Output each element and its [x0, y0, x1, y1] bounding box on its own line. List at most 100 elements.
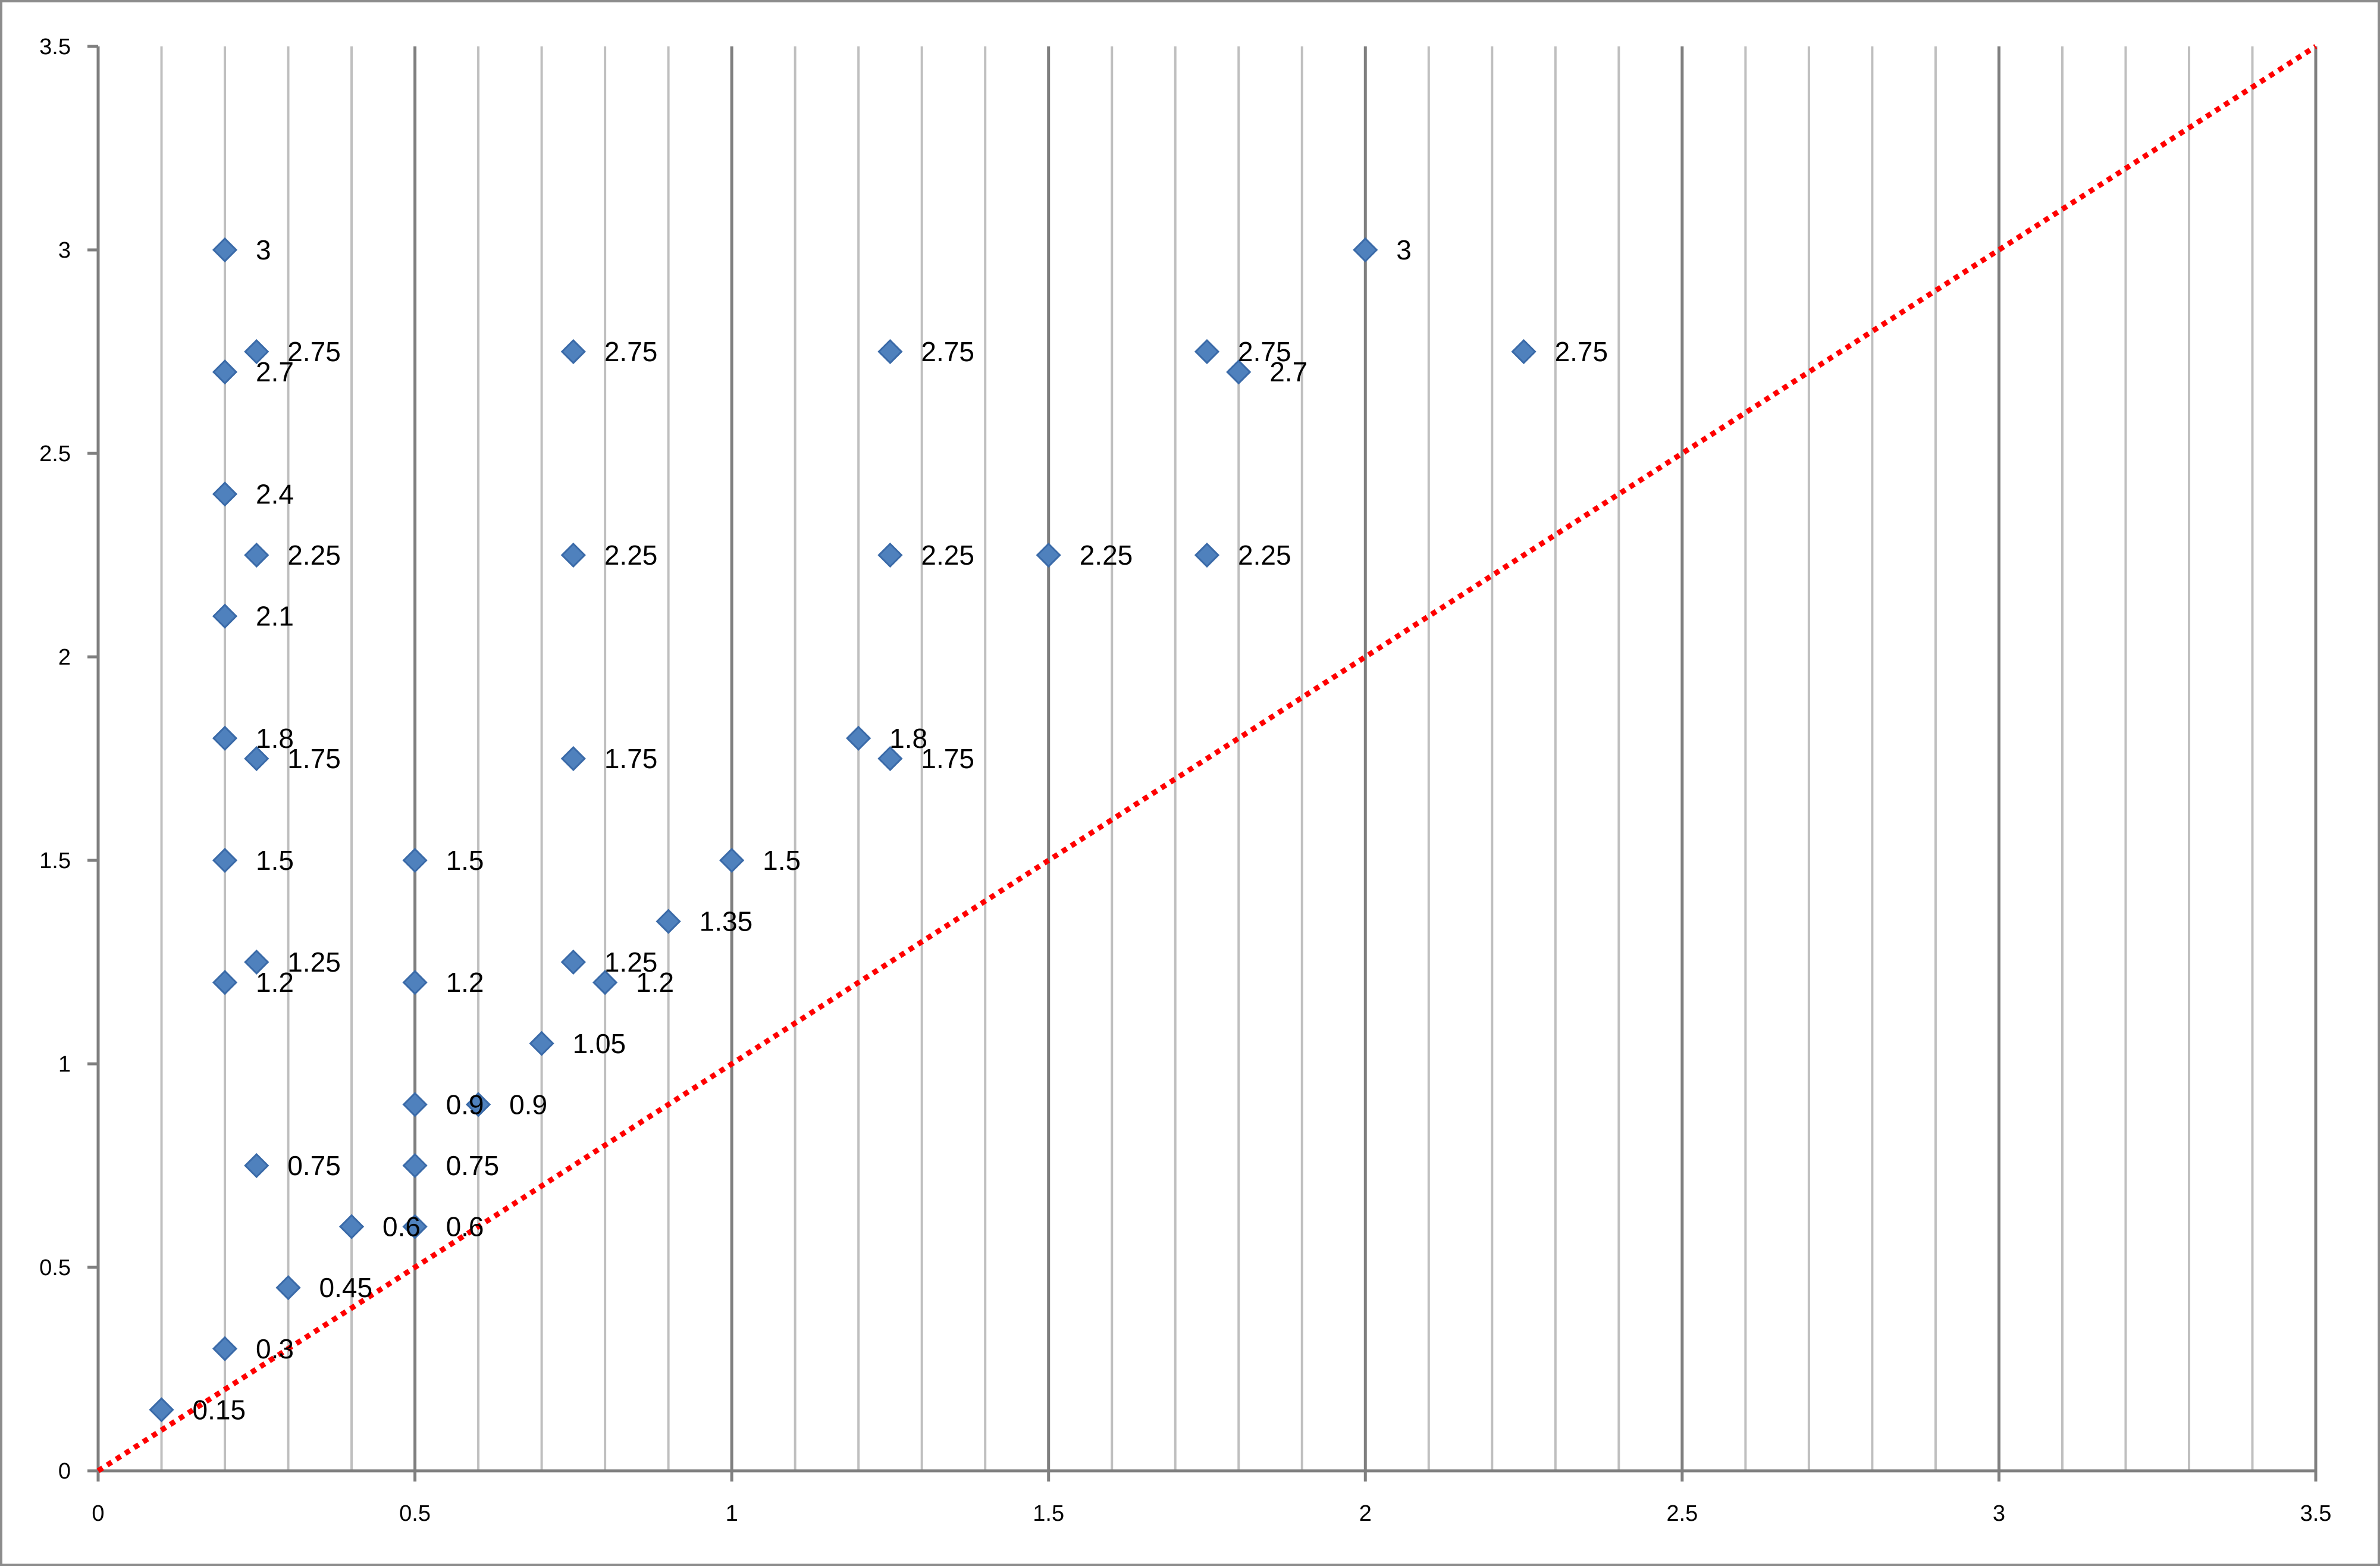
data-point-marker [212, 725, 238, 751]
x-tick-label: 3 [1993, 1501, 2005, 1526]
data-label: 1.25 [604, 947, 658, 978]
data-point-marker [877, 542, 903, 568]
x-tick-label: 1.5 [1033, 1501, 1064, 1526]
y-tick-label: 0.5 [39, 1255, 71, 1280]
data-label: 0.3 [256, 1333, 294, 1364]
data-label: 1.75 [287, 743, 341, 774]
data-point-marker [244, 746, 269, 772]
data-label: 1.5 [446, 845, 484, 876]
data-point-marker [529, 1031, 554, 1056]
data-point-marker [1036, 542, 1061, 568]
data-point-marker [212, 847, 238, 873]
data-labels: 0.150.30.450.6 0.60.75 0.750.9 0.91.051.2 1.… [193, 234, 1608, 1425]
data-point-marker [212, 359, 238, 385]
data-label: 2.4 [256, 478, 294, 509]
data-point-marker [1511, 339, 1537, 365]
data-label: 0.6 [382, 1211, 421, 1242]
data-point-marker [244, 339, 269, 365]
data-label: 0.75 [446, 1150, 500, 1181]
reference-line-layer [96, 44, 2318, 1473]
data-point-marker [402, 847, 428, 873]
data-label: 2.75 [287, 336, 341, 367]
data-point-marker [1194, 542, 1220, 568]
data-point-marker [719, 847, 745, 873]
gridlines [160, 46, 2318, 1471]
data-label: 2.25 [1238, 540, 1291, 571]
y-tick-label: 1.5 [39, 848, 71, 873]
x-tick-label: 3.5 [2300, 1501, 2332, 1526]
data-label: 2.25 [921, 540, 974, 571]
data-point-marker [1353, 237, 1378, 263]
x-tick-label: 2.5 [1666, 1501, 1698, 1526]
data-label: 1.75 [921, 743, 974, 774]
data-point-marker [402, 970, 428, 995]
reference-line-y-equals-x [96, 44, 2318, 1473]
data-label: 1.8 [889, 723, 927, 754]
x-tick-label: 0 [92, 1501, 104, 1526]
data-label: 0.15 [193, 1394, 246, 1425]
data-point-marker [560, 746, 586, 772]
data-label: 2.75 [1555, 336, 1608, 367]
x-tick-label: 0.5 [399, 1501, 431, 1526]
data-label: 2.25 [604, 540, 658, 571]
data-point-marker [560, 949, 586, 975]
data-point-marker [212, 237, 238, 263]
data-point-marker [275, 1275, 301, 1301]
y-tick-label: 2.5 [39, 441, 71, 466]
data-label: 1.5 [256, 845, 294, 876]
data-point-marker [402, 1092, 428, 1117]
data-point-marker [592, 970, 618, 995]
data-point-marker [560, 339, 586, 365]
data-label: 0.45 [319, 1272, 373, 1303]
data-label: 1.05 [573, 1028, 626, 1059]
y-tick-label: 2 [58, 645, 71, 670]
data-label: 2.7 [1269, 356, 1307, 387]
data-label: 1.75 [604, 743, 658, 774]
data-point-marker [1194, 339, 1220, 365]
x-tick-label: 2 [1359, 1501, 1372, 1526]
data-point-marker [877, 339, 903, 365]
data-point-marker [338, 1214, 365, 1239]
data-point-marker [402, 1152, 428, 1179]
data-label: 2.25 [287, 540, 341, 571]
data-point-marker [212, 970, 238, 995]
data-label: 1.8 [256, 723, 294, 754]
data-label: 2.7 [256, 356, 294, 387]
y-tick-label: 3 [58, 238, 71, 263]
data-point-marker [1226, 359, 1252, 385]
data-points [149, 237, 1537, 1423]
axes: 0 0.5 1 1.5 2 2.5 3 3.5 0 0.5 1 1.5 2 2.5 3 3.5 [39, 35, 2331, 1526]
data-label: 2.75 [921, 336, 974, 367]
data-point-marker [560, 542, 586, 568]
data-label: 3 [1396, 234, 1412, 265]
data-label: 1.5 [763, 845, 801, 876]
data-point-marker [846, 725, 871, 751]
data-label: 2.75 [1238, 336, 1291, 367]
data-point-marker [212, 1336, 238, 1361]
y-tick-label: 1 [58, 1052, 71, 1077]
data-label: 0.9 [446, 1089, 484, 1120]
data-label: 1.35 [700, 906, 753, 937]
data-point-marker [244, 542, 269, 568]
data-point-marker [244, 949, 269, 975]
data-point-marker [656, 909, 681, 934]
data-label: 1.2 [256, 967, 294, 998]
data-label: 2.75 [604, 336, 658, 367]
x-tick-label: 1 [726, 1501, 738, 1526]
data-point-marker [877, 746, 903, 772]
data-label: 0.75 [287, 1150, 341, 1181]
y-tick-label: 0 [58, 1459, 71, 1484]
data-point-marker [402, 1214, 428, 1239]
data-point-marker [149, 1397, 174, 1423]
data-point-marker [212, 603, 238, 629]
data-point-marker [212, 481, 238, 507]
y-tick-label: 3.5 [39, 35, 71, 59]
data-point-marker [465, 1092, 491, 1117]
data-label: 0.9 [509, 1089, 547, 1120]
data-label: 2.25 [1080, 540, 1133, 571]
data-label: 1.25 [287, 947, 341, 978]
data-label: 1.2 [636, 967, 674, 998]
data-label: 2.1 [256, 601, 294, 632]
data-label: 1.2 [446, 967, 484, 998]
